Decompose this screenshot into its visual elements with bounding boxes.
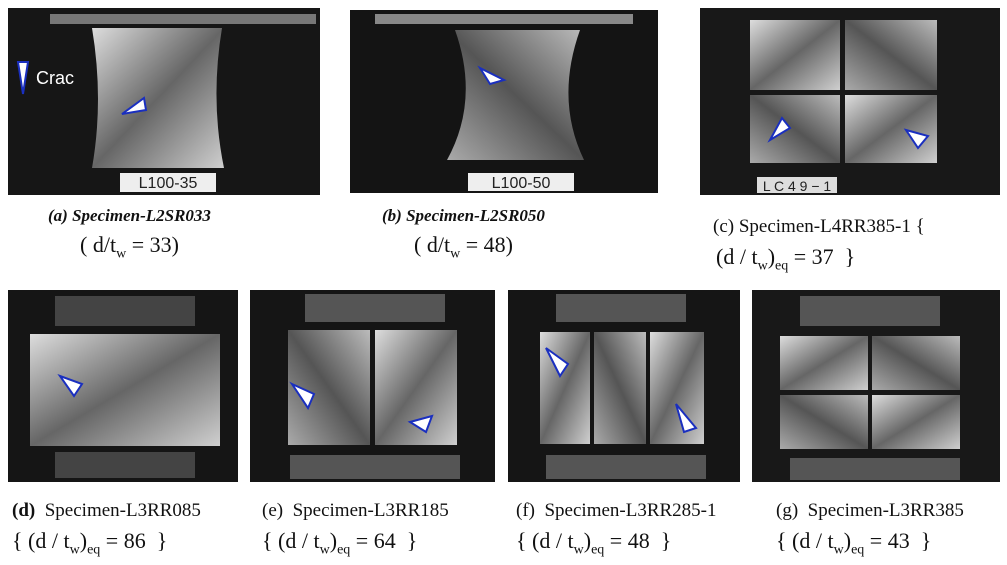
formula: { (d / tw)eq = 64 }: [262, 528, 417, 558]
value: = 86: [106, 528, 146, 553]
panel-id: (c): [713, 216, 734, 237]
formula: { (d / tw)eq = 43 }: [776, 528, 931, 558]
photo: [250, 290, 495, 482]
ratio: d / t: [35, 528, 69, 553]
subscript: eq: [87, 542, 100, 557]
caption: (g) Specimen-L3RR385: [776, 500, 964, 522]
paren: ): [172, 232, 179, 257]
paren: { (: [776, 528, 799, 553]
panel-id: (f): [516, 500, 535, 521]
paren: { (: [12, 528, 35, 553]
panel-id: (g): [776, 500, 798, 521]
photo: L100-35 Crac: [8, 8, 320, 195]
panel-id: (e): [262, 500, 283, 521]
panel-id: (a): [48, 206, 68, 225]
brace: }: [407, 528, 418, 553]
value: = 37: [794, 244, 834, 269]
panel-name: Specimen-L3RR285-1: [544, 500, 716, 521]
brace: }: [845, 244, 856, 269]
formula: { (d / tw)eq = 86 }: [12, 528, 167, 558]
paren: { (: [262, 528, 285, 553]
caption: (e) Specimen-L3RR185: [262, 500, 449, 522]
panel-id: (d): [12, 500, 35, 521]
brace: }: [661, 528, 672, 553]
value: = 48: [466, 232, 506, 257]
photo: [508, 290, 740, 482]
plate-label: L100-50: [492, 175, 551, 192]
value: = 64: [356, 528, 396, 553]
ratio: d/t: [427, 232, 450, 257]
formula: { (d / tw)eq = 48 }: [516, 528, 671, 558]
paren: ): [506, 232, 513, 257]
subscript: w: [450, 246, 460, 261]
paren: ): [768, 244, 775, 269]
paren: { (: [516, 528, 539, 553]
subscript: w: [116, 246, 126, 261]
brace: }: [157, 528, 168, 553]
plate-label: L C 4 9 − 1: [763, 178, 832, 194]
photo: [752, 290, 1000, 482]
page: L100-35 Crac L100-50 L C 4 9 − 1 (a) Spe…: [0, 0, 1007, 565]
subscript: w: [758, 258, 768, 273]
formula: ( d/tw = 48): [414, 232, 513, 262]
formula: ( d/tw = 33): [80, 232, 179, 262]
caption: (a) Specimen-L2SR033: [48, 206, 211, 226]
paren: (: [80, 232, 87, 257]
ratio: d/t: [93, 232, 116, 257]
panel-name: Specimen-L3RR185: [293, 500, 449, 521]
panel-name: Specimen-L2SR033: [72, 206, 211, 225]
subscript: w: [574, 542, 584, 557]
photo: [8, 290, 238, 482]
caption: (c) Specimen-L4RR385-1 {: [713, 216, 925, 238]
paren: ): [584, 528, 591, 553]
caption: (b) Specimen-L2SR050: [382, 206, 545, 226]
photo: L100-50: [350, 10, 658, 193]
value: = 33: [132, 232, 172, 257]
caption: (f) Specimen-L3RR285-1: [516, 500, 717, 522]
ratio: d / t: [723, 244, 757, 269]
formula: (d / tw)eq = 37 }: [716, 244, 855, 274]
legend-label: Crac: [36, 68, 74, 88]
subscript: w: [320, 542, 330, 557]
brace: }: [921, 528, 932, 553]
plate-label: L100-35: [139, 175, 198, 192]
subscript: eq: [775, 258, 788, 273]
subscript: w: [70, 542, 80, 557]
value: = 48: [610, 528, 650, 553]
panel-name: Specimen-L3RR385: [808, 500, 964, 521]
subscript: eq: [851, 542, 864, 557]
paren: (: [414, 232, 421, 257]
ratio: d / t: [539, 528, 573, 553]
subscript: eq: [591, 542, 604, 557]
panel-id: (b): [382, 206, 402, 225]
panel-name: Specimen-L3RR085: [45, 500, 201, 521]
value: = 43: [870, 528, 910, 553]
figure: L100-35 Crac L100-50 L C 4 9 − 1: [0, 0, 1007, 565]
subscript: eq: [337, 542, 350, 557]
panel-name: Specimen-L4RR385-1 {: [739, 216, 925, 237]
caption: (d) Specimen-L3RR085: [12, 500, 201, 522]
photo: L C 4 9 − 1: [700, 8, 1000, 195]
ratio: d / t: [285, 528, 319, 553]
paren: ): [844, 528, 851, 553]
subscript: w: [834, 542, 844, 557]
paren: ): [330, 528, 337, 553]
ratio: d / t: [799, 528, 833, 553]
panel-name: Specimen-L2SR050: [406, 206, 545, 225]
paren: ): [80, 528, 87, 553]
